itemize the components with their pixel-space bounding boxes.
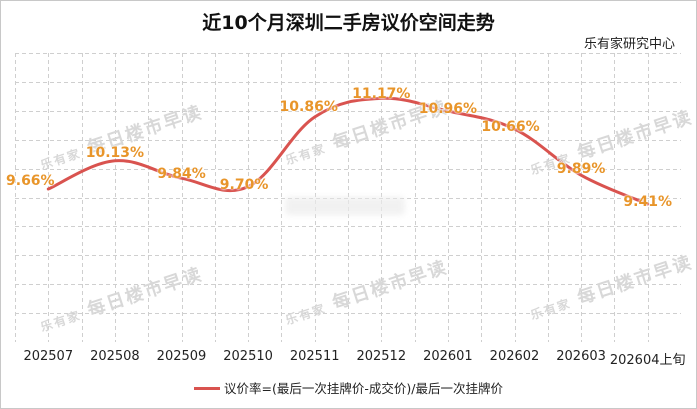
data-label: 9.41% <box>623 194 672 210</box>
data-label: 10.13% <box>85 144 145 161</box>
x-axis-label: 202603 <box>556 349 606 364</box>
data-label: 10.66% <box>481 119 540 135</box>
x-axis-label: 202510 <box>223 349 273 364</box>
x-axis-label: 202601 <box>423 349 473 364</box>
data-label: 10.96% <box>418 101 478 117</box>
data-label: 10.86% <box>279 99 338 115</box>
data-label: 9.84% <box>157 166 206 183</box>
series-line <box>46 96 650 206</box>
data-label: 11.17% <box>352 86 411 103</box>
x-axis-label: 202508 <box>90 349 140 364</box>
x-axis-label: 202507 <box>23 349 74 364</box>
data-label: 9.70% <box>219 176 269 193</box>
x-axis-label: 202602 <box>489 349 540 364</box>
x-axis-labels: 202507 202508 202509 202510 202511 202512 2026… <box>15 349 685 368</box>
chart-title: 近10个月深圳二手房议价空间走势 <box>202 12 495 34</box>
x-axis-label: 202512 <box>356 349 407 364</box>
data-label: 9.89% <box>556 161 606 178</box>
chart-source: 乐有家研究中心 <box>583 37 675 52</box>
x-axis-label: 202509 <box>156 349 207 364</box>
x-axis-label: 202604上旬 <box>609 353 686 368</box>
data-label: 9.66% <box>6 173 55 189</box>
blurred-watermark <box>285 197 405 215</box>
legend-line-swatch <box>194 387 221 390</box>
legend[interactable]: 议价率=(最后一次挂牌价-成交价)/最后一次挂牌价 <box>0 378 697 397</box>
x-axis-label: 202511 <box>289 349 340 364</box>
legend-label: 议价率=(最后一次挂牌价-成交价)/最后一次挂牌价 <box>224 381 503 396</box>
